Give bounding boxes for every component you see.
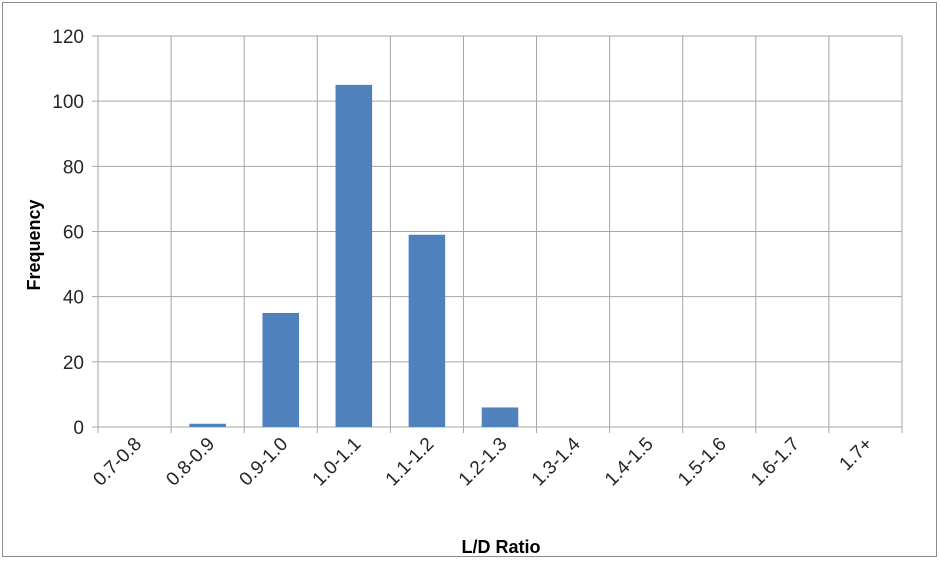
x-tick-label: 1.7+: [836, 434, 877, 475]
bar: [262, 312, 299, 427]
y-tick-label: 100: [52, 92, 84, 113]
bar: [481, 407, 519, 427]
y-tick-label: 120: [52, 27, 84, 48]
bars: [189, 84, 519, 427]
x-tick-label: 1.1-1.2: [382, 434, 439, 491]
x-tick-label: 1.5-1.6: [674, 434, 731, 491]
x-tick-label: 0.9-1.0: [236, 434, 293, 491]
y-tick-label: 80: [63, 157, 84, 178]
y-tick-label: 20: [63, 353, 84, 374]
bar: [335, 84, 373, 427]
bar: [189, 423, 226, 427]
y-tick-label: 40: [63, 288, 84, 309]
x-tick-label: 0.8-0.9: [162, 434, 219, 491]
x-tick-labels: 0.7-0.8 0.8-0.9 0.9-1.0 1.0-1.1 1.1-1.2 1.2-1…: [89, 433, 877, 490]
x-tick-label: 1.0-1.1: [309, 434, 366, 491]
bar: [408, 234, 446, 427]
y-tick-label: 0: [73, 418, 84, 439]
x-tick-label: 1.3-1.4: [528, 433, 585, 490]
y-tick-labels: 0 20 40 60 80 100 120: [52, 27, 84, 439]
y-axis-title: Frequency: [24, 199, 44, 290]
x-tick-label: 1.2-1.3: [455, 434, 512, 491]
x-tick-label: 1.6-1.7: [747, 434, 804, 491]
x-axis-title: L/D Ratio: [462, 537, 541, 557]
y-tick-label: 60: [63, 223, 84, 244]
x-tick-label: 0.7-0.8: [89, 434, 146, 491]
x-tick-label: 1.4-1.5: [601, 434, 658, 491]
gridlines: [92, 35, 903, 433]
